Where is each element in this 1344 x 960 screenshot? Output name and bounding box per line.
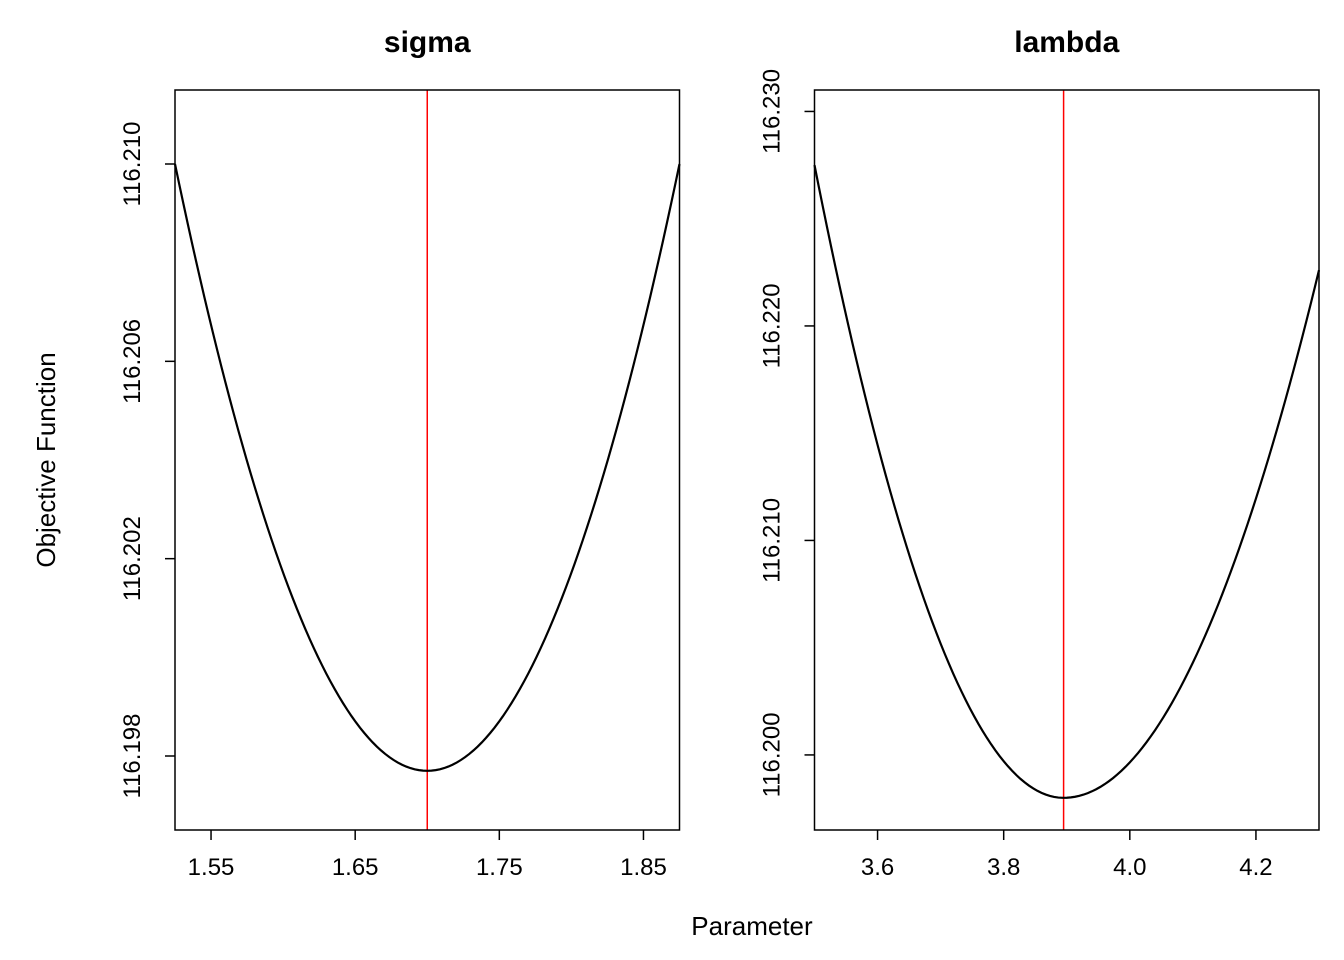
- y-tick-label: 116.202: [119, 516, 146, 601]
- y-tick-label: 116.210: [759, 498, 786, 583]
- y-tick-label: 116.230: [759, 69, 786, 154]
- panel-title-sigma: sigma: [384, 26, 471, 59]
- y-tick-label: 116.210: [119, 122, 146, 207]
- y-tick-label: 116.220: [759, 283, 786, 368]
- x-tick-label: 3.8: [987, 854, 1020, 881]
- y-tick-label: 116.198: [119, 714, 146, 799]
- figure-container: Parameter 1.55 1.65 1.75 1.85 116.198 116.202 1…: [0, 0, 1344, 960]
- x-tick-label: 4.2: [1239, 854, 1272, 881]
- x-tick-label: 4.0: [1113, 854, 1146, 881]
- x-tick-label: 1.75: [476, 854, 523, 881]
- chart-background: [0, 0, 1344, 960]
- panel-title-lambda: lambda: [1014, 26, 1119, 59]
- y-tick-label: 116.200: [759, 712, 786, 797]
- x-tick-label: 3.6: [861, 854, 894, 881]
- x-tick-label: 1.85: [620, 854, 667, 881]
- y-axis-label: Objective Function: [31, 352, 61, 567]
- y-tick-label: 116.206: [119, 319, 146, 404]
- chart-svg: Parameter 1.55 1.65 1.75 1.85 116.198 116.202 1…: [0, 0, 1344, 960]
- x-axis-label: Parameter: [691, 911, 813, 941]
- x-tick-label: 1.65: [332, 854, 379, 881]
- x-tick-label: 1.55: [188, 854, 235, 881]
